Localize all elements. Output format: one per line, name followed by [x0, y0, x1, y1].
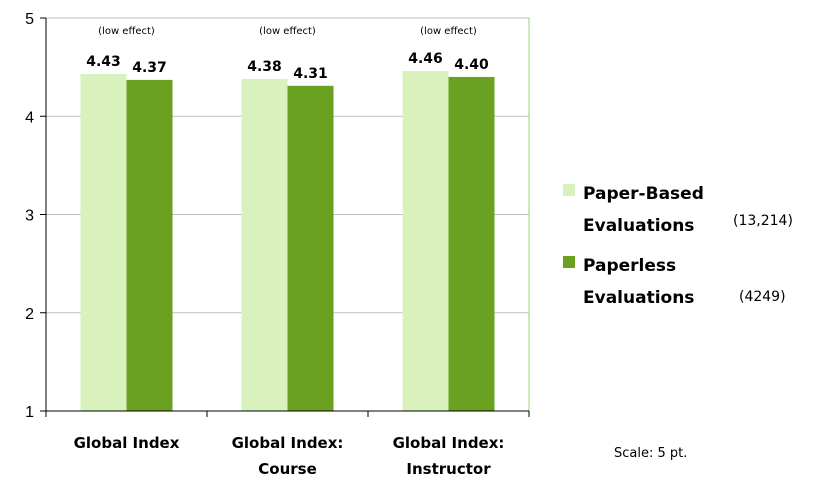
category-label-c2-line1: Instructor [406, 460, 491, 478]
y-tick-label-3: 4 [25, 109, 34, 126]
bar-s0-c2 [402, 71, 449, 412]
category-label-c2-line0: Global Index: [393, 434, 505, 452]
bars [80, 71, 495, 412]
annotation-c0: (low effect) [98, 26, 155, 37]
legend-item-paper-based: Paper-Based Evaluations (13,214) [563, 178, 813, 250]
axes [40, 17, 530, 417]
legend-swatch-paper-based [563, 184, 575, 196]
y-tick-label-0: 1 [25, 404, 34, 421]
y-tick-label-4: 5 [25, 11, 34, 28]
value-label-s0-c0: 4.43 [86, 54, 121, 70]
bar-s1-c2 [448, 76, 495, 411]
value-label-s0-c1: 4.38 [247, 59, 282, 75]
value-label-s1-c1: 4.31 [293, 66, 328, 82]
legend-count-paper-based: (13,214) [733, 213, 793, 229]
legend-item-paperless: Paperless Evaluations (4249) [563, 250, 813, 322]
category-label-c1-line0: Global Index: [232, 434, 344, 452]
scale-note: Scale: 5 pt. [614, 446, 688, 461]
category-label-c0-line0: Global Index [74, 434, 180, 452]
legend: Paper-Based Evaluations (13,214) Paperle… [563, 178, 813, 322]
value-label-s1-c0: 4.37 [132, 60, 167, 76]
bar-s1-c0 [126, 79, 173, 412]
y-tick-label-2: 3 [25, 208, 34, 225]
bar-s0-c0 [80, 74, 127, 411]
value-label-s0-c2: 4.46 [408, 51, 443, 67]
category-label-c1-line1: Course [258, 460, 317, 478]
legend-swatch-paperless [563, 256, 575, 268]
annotation-c2: (low effect) [420, 26, 477, 37]
annotation-c1: (low effect) [259, 26, 316, 37]
labels: 1 2 3 4 5 4.43 4.37 (low effect) Global Index 4.3… [25, 11, 504, 478]
bar-s1-c1 [287, 85, 334, 411]
legend-label-paperless: Paperless Evaluations [583, 256, 695, 308]
y-tick-label-1: 2 [25, 306, 34, 323]
legend-label-paper-based: Paper-Based Evaluations [583, 184, 704, 236]
bar-s0-c1 [241, 78, 288, 411]
legend-count-paperless: (4249) [739, 289, 786, 305]
value-label-s1-c2: 4.40 [454, 57, 489, 73]
